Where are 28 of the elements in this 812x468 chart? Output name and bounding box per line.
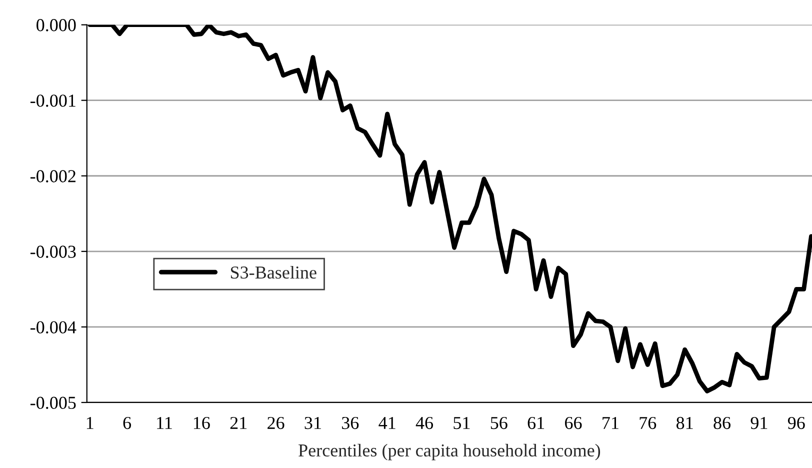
x-tick-label: 76 — [640, 416, 656, 430]
x-tick-label: 46 — [416, 416, 434, 430]
x-tick-label: 16 — [194, 416, 210, 430]
x-axis-title: Percentiles (per capita household income) — [298, 444, 600, 460]
y-tick-label: -0.004 — [30, 321, 76, 334]
x-tick-label: 86 — [714, 416, 730, 430]
x-tick-label: 66 — [565, 416, 582, 430]
x-tick-label: 61 — [528, 416, 544, 430]
x-tick-label: 41 — [378, 416, 396, 429]
x-tick-label: 71 — [602, 416, 618, 429]
x-tick-label: 51 — [454, 416, 470, 430]
x-tick-label: 6 — [123, 416, 132, 430]
x-tick-label: 31 — [304, 416, 321, 430]
legend-label: S3-Baseline — [230, 266, 316, 279]
y-tick-label: -0.003 — [30, 246, 76, 258]
x-tick-label: 96 — [788, 416, 805, 430]
x-tick-label: 21 — [230, 416, 247, 429]
x-tick-label: 91 — [750, 416, 768, 430]
y-tick-label: -0.002 — [30, 170, 76, 182]
x-tick-label: 11 — [157, 416, 172, 429]
x-tick-label: 81 — [676, 416, 693, 430]
y-tick-label: 0.000 — [36, 19, 76, 32]
y-tick-label: -0.001 — [30, 94, 76, 107]
x-tick-label: 1 — [86, 416, 94, 429]
x-tick-label: 56 — [490, 416, 508, 430]
y-tick-label: -0.005 — [30, 396, 76, 409]
x-tick-label: 36 — [342, 416, 359, 430]
x-tick-label: 26 — [268, 416, 284, 430]
